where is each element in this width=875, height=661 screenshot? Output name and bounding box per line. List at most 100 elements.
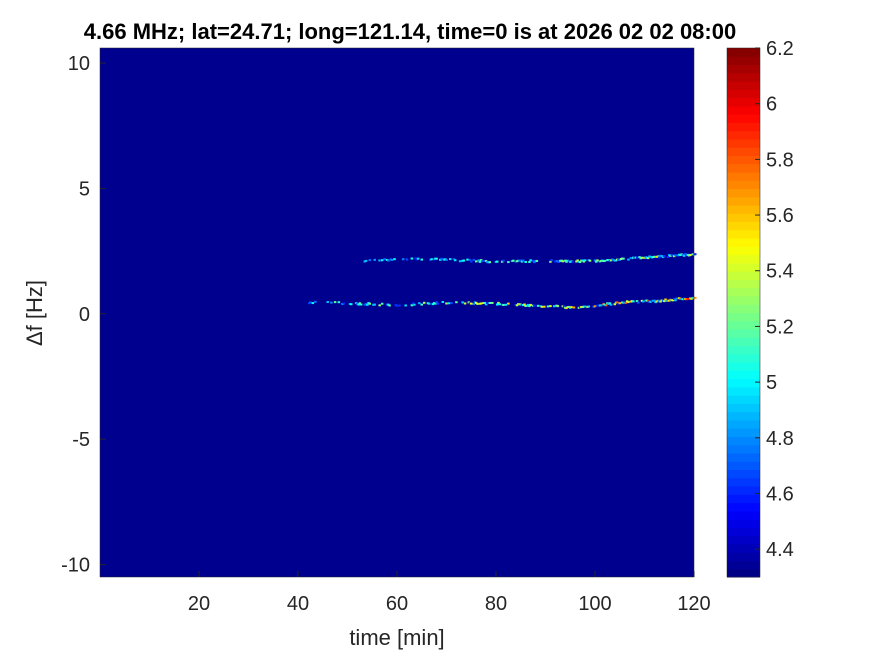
trace-point: [529, 303, 532, 306]
trace-point: [491, 301, 494, 304]
trace-point: [496, 303, 499, 306]
trace-point: [663, 300, 666, 303]
trace-point: [549, 260, 552, 263]
x-tick-label: 60: [386, 593, 408, 615]
chart-title: 4.66 MHz; lat=24.71; long=121.14, time=0…: [84, 19, 736, 44]
trace-point: [564, 259, 567, 262]
y-tick-label: 0: [79, 304, 90, 326]
trace-point: [448, 258, 452, 261]
colorbar-segment: [727, 213, 760, 223]
trace-point: [497, 301, 500, 304]
trace-point: [546, 305, 550, 308]
trace-point: [576, 259, 579, 262]
trace-point: [521, 259, 525, 262]
y-tick-label: -5: [72, 429, 90, 451]
trace-point: [608, 302, 612, 305]
trace-point: [635, 300, 639, 303]
trace-point: [468, 258, 472, 261]
trace-point: [373, 303, 376, 306]
colorbar-segment: [727, 246, 760, 256]
colorbar-segment: [727, 552, 760, 561]
trace-point: [359, 303, 363, 306]
trace-point: [515, 304, 519, 307]
colorbar-segment: [727, 262, 760, 272]
trace-point: [520, 260, 524, 263]
trace-point: [484, 260, 488, 263]
trace-point: [507, 261, 510, 264]
colorbar-segment: [727, 205, 760, 214]
colorbar-segment: [727, 477, 760, 487]
y-tick-label: -10: [61, 554, 90, 576]
trace-point: [561, 260, 565, 263]
trace-point: [410, 257, 414, 260]
trace-point: [445, 258, 448, 261]
trace-point: [653, 299, 656, 302]
colorbar-segment: [727, 337, 760, 347]
trace-point: [664, 298, 667, 301]
colorbar-segment: [727, 543, 760, 553]
colorbar-segment: [727, 271, 760, 280]
trace-point: [536, 304, 540, 307]
colorbar-segment: [727, 105, 760, 115]
trace-point: [430, 258, 433, 261]
trace-point: [613, 303, 617, 306]
trace-point: [671, 299, 675, 302]
colorbar-segment: [727, 155, 760, 165]
trace-point: [477, 259, 480, 262]
trace-point: [309, 301, 312, 304]
trace-point: [470, 260, 473, 263]
trace-point: [666, 255, 670, 258]
trace-point: [682, 254, 686, 257]
trace-point: [404, 304, 407, 307]
colorbar-segment: [727, 378, 760, 388]
colorbar-segment: [727, 320, 760, 330]
trace-point: [311, 302, 315, 305]
colorbar-segment: [727, 295, 760, 305]
colorbar-segment: [727, 163, 760, 173]
trace-point: [488, 301, 492, 304]
colorbar-segment: [727, 370, 760, 380]
trace-point: [434, 302, 437, 305]
trace-point: [498, 303, 501, 306]
trace-point: [533, 304, 536, 307]
colorbar-segment: [727, 130, 760, 140]
colorbar-segment: [727, 221, 760, 231]
colorbar-segment: [727, 122, 760, 132]
trace-point: [435, 257, 438, 260]
colorbar-segment: [727, 229, 760, 239]
trace-point: [445, 302, 448, 305]
trace-point: [622, 257, 625, 260]
colorbar-tick-label: 5.6: [766, 205, 794, 227]
trace-point: [326, 301, 329, 304]
trace-point: [627, 258, 630, 261]
trace-point: [484, 303, 488, 306]
y-axis: -10 -5 0 5 10: [61, 53, 106, 576]
colorbar-tick-label: 5.2: [766, 316, 794, 338]
trace-point: [427, 302, 431, 305]
trace-point: [686, 297, 690, 300]
plot-area: [100, 48, 694, 577]
colorbar-segment: [727, 510, 760, 520]
trace-point: [455, 301, 458, 304]
x-axis: 20 40 60 80 100 120: [188, 571, 711, 615]
trace-point: [411, 302, 415, 305]
colorbar-segment: [727, 196, 760, 206]
trace-1: [363, 253, 697, 264]
trace-point: [476, 302, 479, 305]
colorbar-segment: [727, 254, 760, 264]
trace-point: [368, 259, 372, 262]
colorbar-segment: [727, 395, 760, 404]
trace-point: [642, 300, 645, 303]
trace-point: [466, 258, 469, 261]
colorbar-segment: [727, 502, 760, 512]
trace-point: [543, 305, 546, 308]
trace-point: [330, 301, 333, 304]
trace-point: [441, 300, 445, 303]
trace-point: [373, 258, 376, 261]
trace-point: [583, 259, 587, 262]
trace-point: [581, 259, 584, 262]
colorbar-segment: [727, 72, 760, 82]
colorbar-segment: [727, 411, 760, 421]
trace-point: [420, 303, 424, 306]
colorbar-segment: [727, 386, 760, 396]
